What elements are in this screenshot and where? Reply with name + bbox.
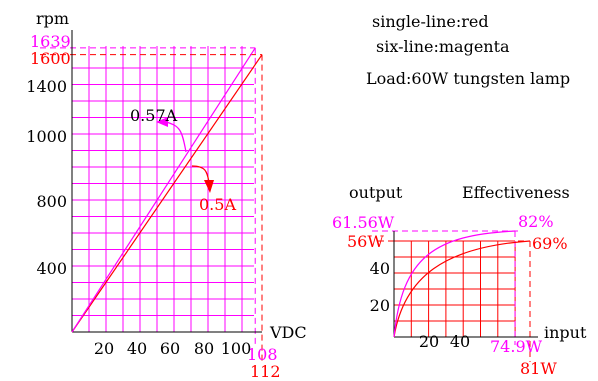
- rpm-chart-annotations: 0.57A 0.5A: [130, 106, 236, 214]
- rpm-x-tick-label: 60: [160, 339, 180, 358]
- legend-line-3: Load:60W tungsten lamp: [366, 69, 570, 88]
- rpm-y-tick-label: 800: [36, 192, 67, 211]
- output-series-magenta: [393, 230, 516, 338]
- output-y-tick-label: 20: [370, 296, 390, 315]
- annotation-05a: 0.5A: [199, 195, 236, 214]
- rpm-x-tick-label: 40: [127, 339, 147, 358]
- rpm-axis-label: rpm: [36, 9, 69, 28]
- rpm-x-tick-label: 100: [221, 339, 252, 358]
- rpm-max-magenta: 1639: [30, 32, 71, 51]
- output-max-red: 56W: [347, 232, 384, 251]
- vdc-axis-label: VDC: [269, 323, 307, 342]
- output-max-magenta: 61.56W: [332, 213, 395, 232]
- effectiveness-magenta: 82%: [518, 212, 554, 231]
- rpm-x-tick-label: 20: [94, 339, 114, 358]
- input-max-red: 81W: [520, 359, 557, 378]
- output-chart-grid: [393, 240, 516, 338]
- annotation-057a: 0.57A: [130, 106, 178, 125]
- rpm-y-tick-label: 1000: [26, 127, 67, 146]
- rpm-x-tick-label: 80: [194, 339, 214, 358]
- output-x-tick-label: 40: [450, 332, 470, 351]
- rpm-y-tick-label: 400: [36, 259, 67, 278]
- legend-line-2: six-line:magenta: [376, 37, 510, 56]
- input-axis-label: input: [544, 323, 587, 342]
- rpm-chart-labels: rpm VDC 1639 1600 108 112 20 40 60 80 100 400…: [26, 9, 306, 381]
- output-vs-input-chart: output Effectiveness input 61.56W 56W 74…: [332, 183, 587, 378]
- current-arrow-057a: [165, 121, 187, 153]
- vdc-max-red: 112: [250, 362, 281, 381]
- rpm-vs-vdc-chart: 0.57A 0.5A rpm VDC 1639 1600 108 112 20 4…: [26, 9, 306, 381]
- rpm-y-tick-label: 1400: [26, 77, 67, 96]
- output-axis-label: output: [349, 183, 403, 202]
- current-arrow-05a-head: [204, 180, 214, 193]
- output-chart-labels: output Effectiveness input 61.56W 56W 74…: [332, 183, 587, 378]
- input-max-magenta: 74.9W: [490, 337, 543, 356]
- rpm-chart-axes: [71, 30, 262, 333]
- output-y-tick-label: 40: [370, 259, 390, 278]
- rpm-series-magenta: [71, 47, 256, 333]
- rpm-max-red: 1600: [30, 49, 71, 68]
- vdc-max-magenta: 108: [247, 345, 278, 364]
- legend-line-1: single-line:red: [372, 12, 489, 31]
- output-chart-series: [393, 230, 531, 338]
- rpm-chart-max-guides: [40, 47, 263, 362]
- current-arrow-05a: [191, 165, 210, 183]
- rpm-chart-series: [71, 47, 263, 333]
- output-chart-axes: [393, 231, 538, 338]
- output-x-tick-label: 20: [419, 332, 439, 351]
- rpm-series-red: [71, 54, 263, 333]
- effectiveness-red: 69%: [532, 234, 568, 253]
- effectiveness-label: Effectiveness: [462, 183, 570, 202]
- current-arrow-057a-head: [156, 117, 168, 127]
- output-series-red: [393, 240, 531, 338]
